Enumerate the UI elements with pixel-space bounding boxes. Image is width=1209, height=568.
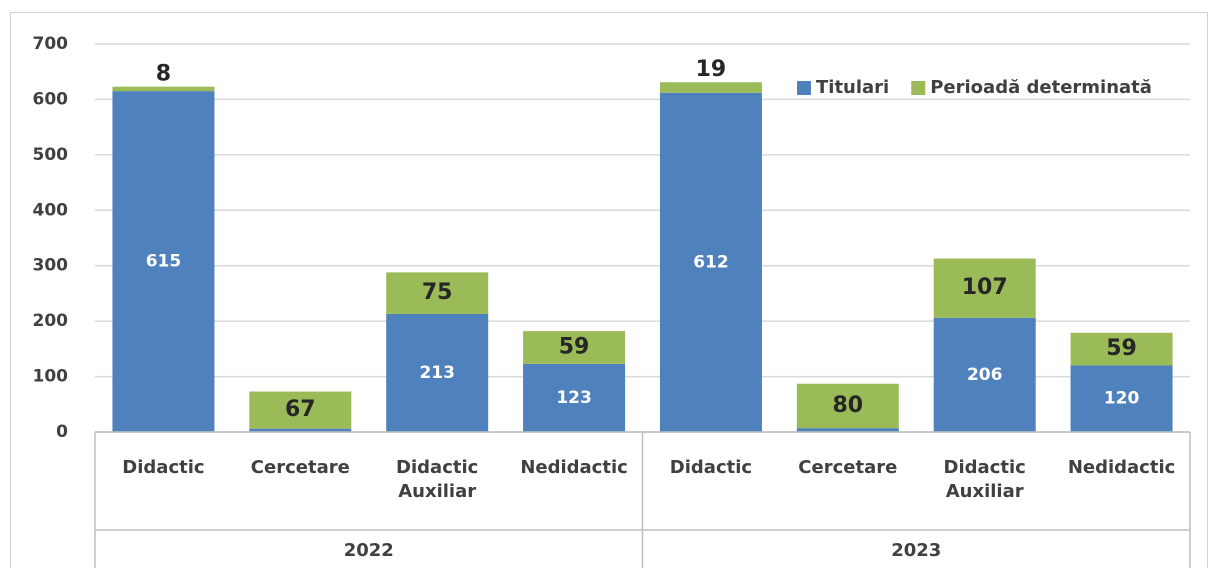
x-tick-label: Nedidactic [520,457,628,478]
bar-segment [933,258,1036,318]
bar-segment [659,92,762,432]
data-label: 67 [285,397,316,422]
bar-segment [249,428,352,432]
x-tick-label: Didactic [669,457,753,478]
chart-border [10,12,1208,568]
bar-segment [1070,332,1173,366]
legend-label: Titulari [816,77,889,98]
data-label: 123 [556,388,592,408]
data-label: 213 [419,363,455,383]
x-tick-label: Cercetare [798,457,898,478]
y-tick-label: 0 [56,422,68,442]
y-tick-label: 100 [33,367,69,387]
data-label: 107 [962,275,1008,300]
data-label: 615 [146,252,182,272]
data-label: 8 [156,62,171,87]
y-tick-label: 200 [33,311,69,331]
bar-segment [523,331,626,364]
bar-segment [523,363,626,432]
x-tick-label: Didactic Auxiliar [943,457,1026,502]
x-tick-label: Didactic [122,457,205,478]
bar-segment [112,86,215,92]
x-tick-label: Didactic Auxiliar [396,457,479,502]
bar-segment [112,91,215,432]
data-label: 59 [559,334,590,359]
data-label: 80 [833,393,864,418]
legend-swatch [911,81,926,95]
bar-segment [796,383,899,429]
bar-segment [659,82,762,93]
group-label: 2022 [344,540,394,561]
bar-segment [249,391,352,429]
y-tick-label: 300 [33,256,69,276]
bar-segment [386,272,489,314]
data-label: 120 [1104,389,1140,409]
group-label: 2023 [891,540,941,561]
legend-swatch [797,81,811,95]
x-tick-label: Nedidactic [1067,457,1176,478]
bar-segment [1070,365,1173,432]
y-tick-label: 600 [33,89,69,109]
data-label: 19 [696,57,727,82]
bar-segment [933,317,1036,432]
data-label: 59 [1106,336,1137,361]
bar-segment [386,313,489,432]
bar-segment [796,428,899,432]
data-label: 612 [693,252,729,272]
data-label: 75 [422,280,453,305]
x-tick-label: Cercetare [250,457,350,478]
legend-label: Perioadă determinată [930,77,1152,98]
y-tick-label: 500 [33,145,69,165]
y-tick-label: 700 [33,34,69,54]
y-tick-label: 400 [33,200,69,220]
data-label: 206 [967,365,1003,385]
